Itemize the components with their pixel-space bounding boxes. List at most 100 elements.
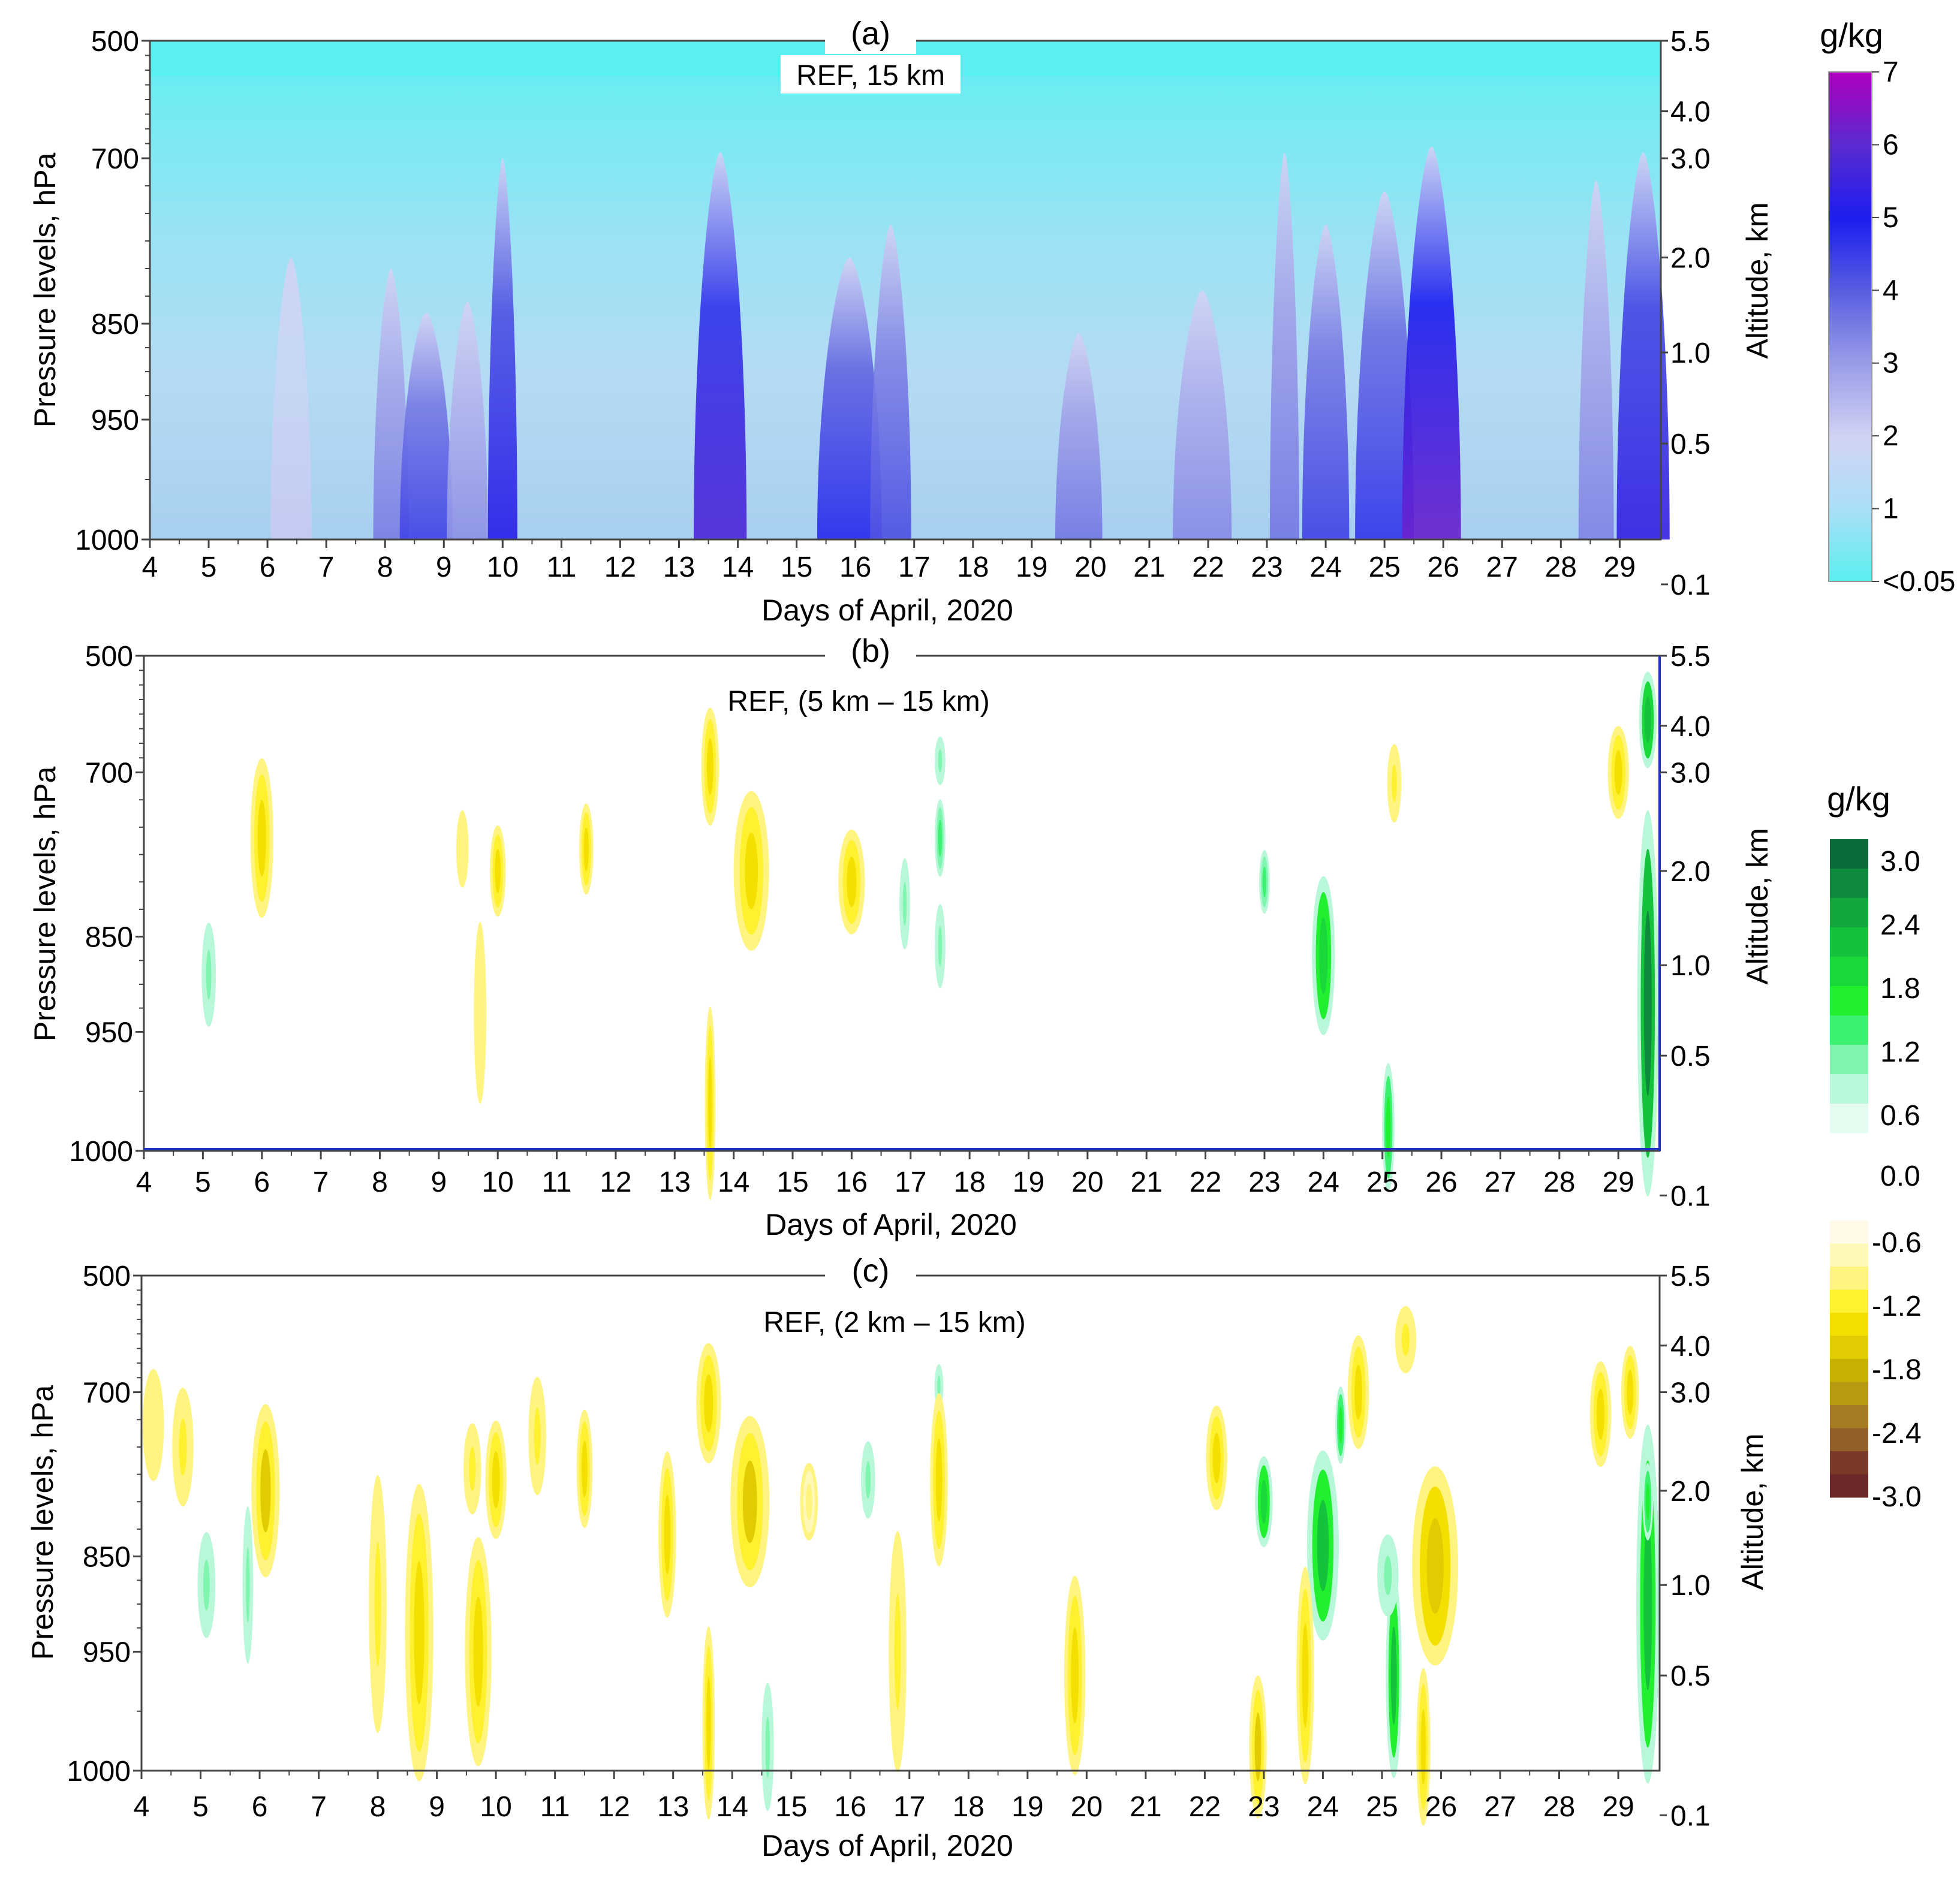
x-tick-label: 13 xyxy=(659,1166,691,1198)
colorbar-diff-swatch xyxy=(1830,1243,1868,1267)
alt-tick-label: 2.0 xyxy=(1670,243,1711,275)
panel-title-c: REF, (2 km – 15 km) xyxy=(763,1307,1025,1339)
difference-core xyxy=(805,1483,812,1521)
alt-tick-label: 0.1 xyxy=(1670,1180,1711,1212)
difference-core xyxy=(495,849,501,893)
colorbar-diff-label: -1.8 xyxy=(1872,1354,1922,1386)
x-tick-label: 15 xyxy=(775,1791,807,1823)
alt-tick-label: 0.5 xyxy=(1670,1041,1711,1072)
y-tick-label: 950 xyxy=(91,405,139,436)
x-ticks-c: 4 5 6 7 8 9 10 11 12 13 14 15 16 17 18 19 20 21 22 23 24 25 26… xyxy=(134,1771,1634,1823)
x-tick-label: 16 xyxy=(839,551,871,583)
x-tick-label: 7 xyxy=(313,1166,329,1198)
colorbar-diff-swatch xyxy=(1830,1474,1868,1498)
x-tick-label: 7 xyxy=(311,1791,327,1823)
x-tick-label: 4 xyxy=(136,1166,152,1198)
colorbar-diff-swatch xyxy=(1830,1428,1868,1452)
heatmap-b xyxy=(201,671,1659,1200)
x-tick-label: 8 xyxy=(377,551,393,583)
y-axis-title-b: Pressure levels, hPa xyxy=(28,767,62,1042)
x-tick-label: 5 xyxy=(201,551,217,583)
difference-core xyxy=(260,1449,271,1533)
colorbar-diff-swatch xyxy=(1830,1045,1868,1075)
x-tick-label: 29 xyxy=(1604,551,1636,583)
x-tick-label: 25 xyxy=(1368,551,1400,583)
colorbar-diff-label: -2.4 xyxy=(1872,1418,1922,1449)
x-tick-label: 6 xyxy=(254,1166,270,1198)
y-tick-label: 950 xyxy=(83,1636,131,1668)
colorbar-a-label: 5 xyxy=(1883,202,1899,234)
altitude-ticks-c: 5.5 4.0 3.0 2.0 1.0 0.5 0.1 xyxy=(1660,1261,1711,1832)
x-tick-label: 11 xyxy=(540,1791,570,1823)
x-tick-label: 10 xyxy=(480,1791,511,1823)
y-tick-label: 1000 xyxy=(67,1756,131,1787)
y2-axis-title-c: Altitude, km xyxy=(1736,1433,1769,1590)
humidity-plume xyxy=(487,158,517,540)
difference-core xyxy=(1644,697,1651,743)
difference-core xyxy=(1401,1324,1410,1356)
alt-tick-label: 1.0 xyxy=(1670,1570,1711,1602)
colorbar-diff-zero-label: 0.0 xyxy=(1880,1160,1920,1192)
x-tick-label: 12 xyxy=(600,1166,631,1198)
difference-core xyxy=(1643,1518,1652,1690)
y-tick-label: 1000 xyxy=(69,1136,133,1168)
x-tick-label: 16 xyxy=(836,1166,868,1198)
x-tick-label: 25 xyxy=(1366,1166,1398,1198)
alt-tick-label: 1.0 xyxy=(1670,950,1711,982)
difference-core xyxy=(414,1561,424,1704)
y-tick-label: 500 xyxy=(91,26,139,58)
x-tick-label: 5 xyxy=(192,1791,209,1823)
colorbar-diff-negative xyxy=(1830,1220,1868,1498)
y-tick-label: 950 xyxy=(85,1017,133,1048)
humidity-plume xyxy=(1578,180,1614,539)
y-tick-label: 500 xyxy=(85,641,133,673)
difference-core xyxy=(935,1438,943,1522)
x-tick-label: 18 xyxy=(953,1166,985,1198)
humidity-plume xyxy=(1302,224,1350,540)
x-tick-label: 19 xyxy=(1011,1791,1043,1823)
x-tick-label: 28 xyxy=(1543,1166,1575,1198)
difference-core xyxy=(1392,764,1397,803)
colorbar-diff-label: -3.0 xyxy=(1872,1481,1922,1513)
alt-tick-label: 5.5 xyxy=(1670,26,1711,58)
colorbar-a-label: 3 xyxy=(1883,348,1899,379)
x-tick-label: 26 xyxy=(1425,1166,1457,1198)
x-tick-label: 23 xyxy=(1248,1166,1280,1198)
humidity-plume xyxy=(694,152,747,539)
difference-core xyxy=(1646,1483,1650,1521)
difference-core xyxy=(492,1451,500,1509)
x-tick-label: 22 xyxy=(1190,1166,1221,1198)
colorbar-a-label: <0.05 xyxy=(1883,566,1955,598)
colorbar-a-label: 7 xyxy=(1883,56,1899,88)
x-tick-label: 24 xyxy=(1307,1791,1339,1823)
difference-core xyxy=(1596,1388,1604,1440)
colorbar-a-unit: g/kg xyxy=(1820,16,1883,54)
difference-core xyxy=(704,1374,713,1433)
x-tick-label: 22 xyxy=(1189,1791,1221,1823)
x-tick-label: 29 xyxy=(1602,1166,1634,1198)
x-tick-label: 17 xyxy=(898,551,930,583)
x-tick-label: 15 xyxy=(776,1166,808,1198)
humidity-plume xyxy=(1173,290,1232,539)
x-tick-label: 13 xyxy=(657,1791,689,1823)
difference-core xyxy=(460,830,465,868)
difference-core xyxy=(179,1418,187,1476)
alt-tick-label: 1.0 xyxy=(1670,337,1711,369)
colorbar-a-label: 4 xyxy=(1883,275,1899,306)
x-axis-title-a: Days of April, 2020 xyxy=(761,593,1013,627)
panel-b: 4 5 6 7 8 9 10 11 12 13 14 15 16 17 18 19 20 21 22 23 24 25 26… xyxy=(28,633,1774,1241)
difference-core xyxy=(1354,1365,1363,1420)
y-tick-label: 850 xyxy=(91,309,139,340)
colorbar-diff-swatch xyxy=(1830,898,1868,928)
x-tick-label: 6 xyxy=(252,1791,268,1823)
x-tick-label: 14 xyxy=(718,1166,749,1198)
y-tick-label: 700 xyxy=(85,758,133,789)
x-tick-label: 10 xyxy=(487,551,519,583)
alt-tick-label: 3.0 xyxy=(1670,1377,1711,1409)
panel-label-b: (b) xyxy=(851,633,890,669)
x-tick-label: 20 xyxy=(1074,551,1106,583)
difference-core xyxy=(865,1461,871,1499)
colorbar-diff: g/kg 3.0 2.4 1.8 1.2 0.6 0.0 -0.6 -1.2 -1.8 -2.4 -… xyxy=(1827,780,1922,1513)
colorbar-diff-label: -1.2 xyxy=(1872,1291,1922,1322)
